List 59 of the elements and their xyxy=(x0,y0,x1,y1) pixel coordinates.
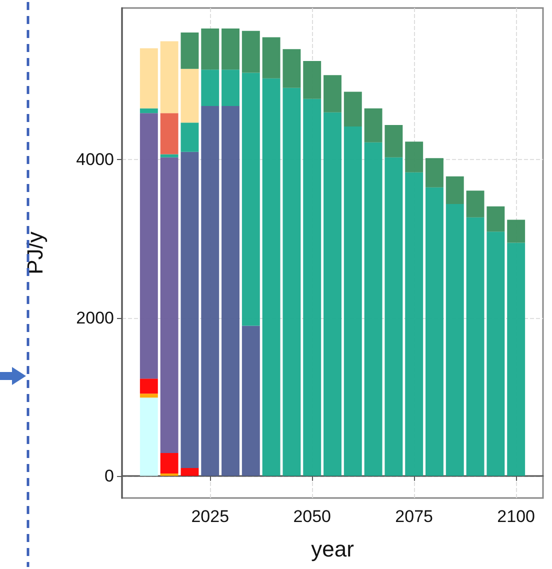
bar xyxy=(426,187,444,476)
bar xyxy=(180,122,199,152)
bar xyxy=(180,152,199,468)
y-tick-label: 4000 xyxy=(76,150,114,170)
bar xyxy=(242,72,260,326)
y-tick-label: 0 xyxy=(104,466,114,486)
bar xyxy=(201,28,220,70)
bar xyxy=(160,154,178,158)
bar xyxy=(303,60,322,99)
bar xyxy=(242,326,260,476)
bar xyxy=(222,70,240,106)
bar xyxy=(140,394,158,398)
bar xyxy=(507,220,526,243)
bar xyxy=(324,75,342,112)
bar xyxy=(262,78,280,476)
bar xyxy=(282,88,301,476)
bar xyxy=(466,190,484,218)
bar xyxy=(384,124,403,158)
x-axis-title: year xyxy=(311,536,354,562)
bar xyxy=(344,92,362,127)
bar xyxy=(364,108,382,142)
bar xyxy=(242,30,260,73)
bar xyxy=(466,217,484,476)
bar xyxy=(426,158,444,188)
bar xyxy=(324,112,342,476)
bar xyxy=(507,242,526,476)
bar xyxy=(222,106,240,476)
bar xyxy=(160,157,178,453)
bar xyxy=(364,142,382,476)
bar xyxy=(405,142,424,172)
x-tick-label: 2050 xyxy=(293,507,332,526)
bar xyxy=(282,49,301,88)
bar xyxy=(160,41,178,114)
bar xyxy=(405,172,424,476)
bar xyxy=(201,70,220,106)
bar xyxy=(140,113,158,379)
bar xyxy=(180,68,199,123)
x-tick-label: 2025 xyxy=(191,507,230,526)
bar xyxy=(222,28,240,70)
x-tick-label: 2075 xyxy=(395,507,434,526)
bar xyxy=(201,106,220,476)
bar xyxy=(140,48,158,108)
x-tick-label: 2100 xyxy=(497,507,535,526)
bar xyxy=(486,206,505,232)
bar xyxy=(160,113,178,154)
bar xyxy=(303,98,322,476)
bar xyxy=(180,32,199,69)
bar xyxy=(160,452,178,474)
y-tick-label: 2000 xyxy=(76,308,114,328)
bar xyxy=(140,108,158,114)
bar xyxy=(180,468,199,476)
bar xyxy=(446,176,464,204)
bar xyxy=(140,378,158,394)
bar xyxy=(384,157,403,476)
bar xyxy=(446,204,464,476)
bar xyxy=(486,232,505,476)
bar xyxy=(140,398,158,476)
bar xyxy=(344,126,362,476)
bar xyxy=(262,37,280,78)
